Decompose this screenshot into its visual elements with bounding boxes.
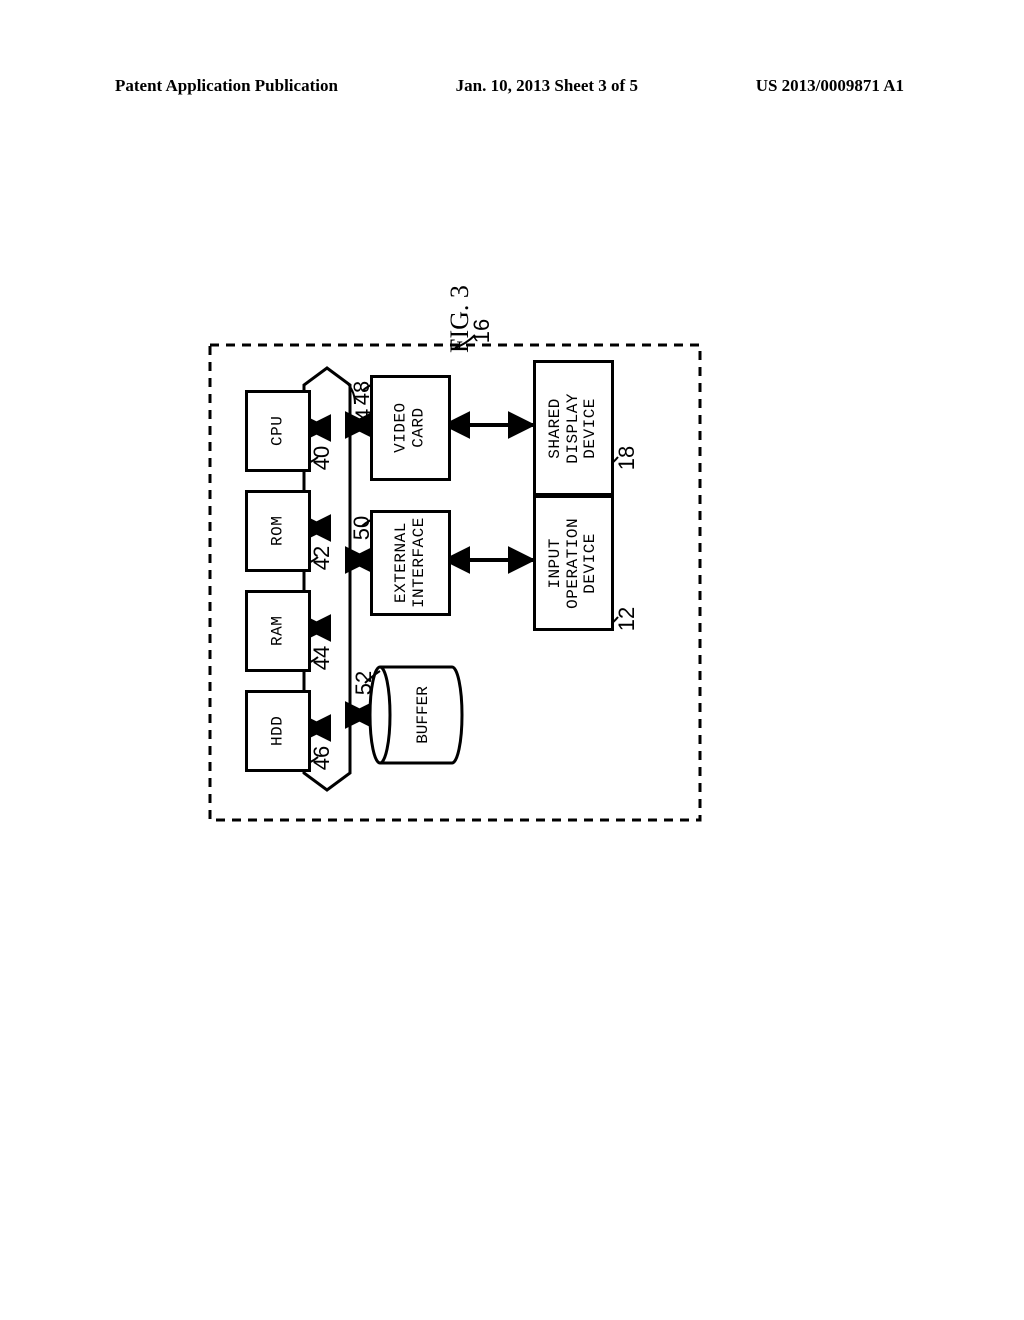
block-hdd: HDD [245, 690, 311, 772]
block-video-card: VIDEO CARD [370, 375, 451, 481]
ref-52: 52 [351, 671, 377, 695]
label-rom: ROM [269, 516, 287, 546]
ref-54: 54 [351, 409, 377, 433]
label-ram: RAM [269, 616, 287, 646]
label-video: VIDEO CARD [393, 403, 428, 454]
label-input: INPUT OPERATION DEVICE [547, 518, 600, 609]
block-buffer: BUFFER [385, 667, 460, 763]
block-external-interface: EXTERNAL INTERFACE [370, 510, 451, 616]
block-input-operation: INPUT OPERATION DEVICE [533, 495, 614, 631]
label-hdd: HDD [269, 716, 287, 746]
label-buffer: BUFFER [413, 686, 431, 744]
header-mid: Jan. 10, 2013 Sheet 3 of 5 [456, 76, 638, 96]
figure-3-diagram: FIG. 3 [190, 290, 720, 1030]
ref-42: 42 [309, 546, 335, 570]
block-ram: RAM [245, 590, 311, 672]
block-shared-display: SHARED DISPLAY DEVICE [533, 360, 614, 496]
ref-18: 18 [614, 446, 640, 470]
ref-16: 16 [469, 319, 495, 343]
ref-50: 50 [349, 516, 375, 540]
ref-40: 40 [309, 446, 335, 470]
ref-46: 46 [309, 746, 335, 770]
label-shared: SHARED DISPLAY DEVICE [547, 393, 600, 464]
block-rom: ROM [245, 490, 311, 572]
page-header: Patent Application Publication Jan. 10, … [0, 76, 1024, 96]
ref-12: 12 [614, 607, 640, 631]
ref-44: 44 [309, 646, 335, 670]
label-ext: EXTERNAL INTERFACE [393, 518, 428, 609]
header-left: Patent Application Publication [115, 76, 338, 96]
block-cpu: CPU [245, 390, 311, 472]
header-right: US 2013/0009871 A1 [756, 76, 904, 96]
label-cpu: CPU [269, 416, 287, 446]
ref-48: 48 [349, 381, 375, 405]
